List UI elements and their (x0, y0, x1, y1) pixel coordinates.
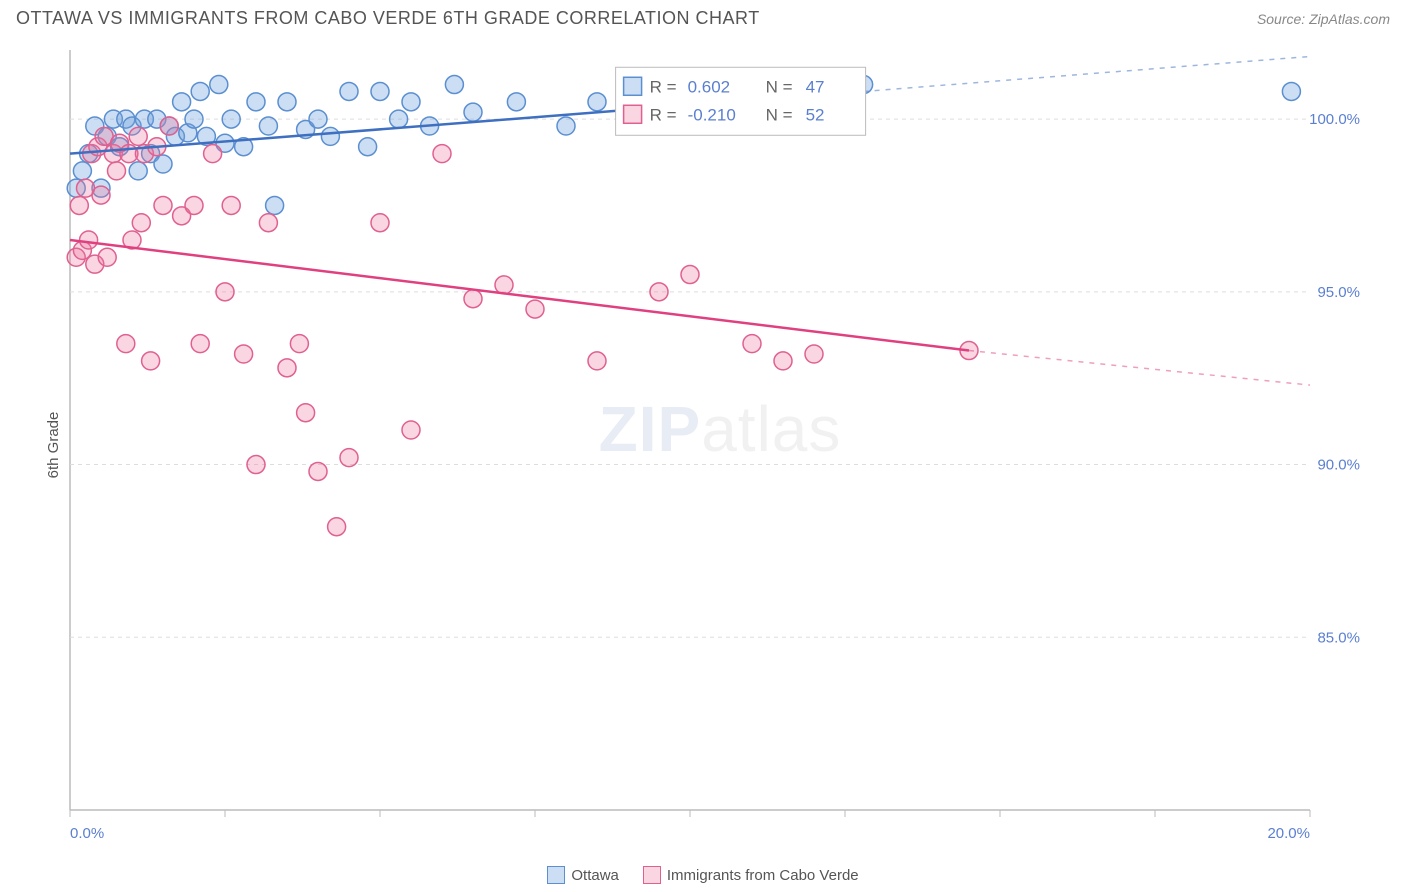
legend-label-ottawa: Ottawa (571, 867, 619, 884)
chart-title: OTTAWA VS IMMIGRANTS FROM CABO VERDE 6TH… (16, 8, 760, 29)
legend-item-cabo: Immigrants from Cabo Verde (643, 866, 859, 884)
scatter-chart: 85.0% 90.0% 95.0% 100.0% 0.0% 20.0% R = 0.602 N … (50, 40, 1390, 850)
svg-text:N =: N = (766, 77, 793, 96)
svg-text:95.0%: 95.0% (1317, 284, 1360, 301)
chart-source: Source: ZipAtlas.com (1257, 11, 1390, 27)
svg-text:0.0%: 0.0% (70, 825, 104, 842)
svg-text:N =: N = (766, 105, 793, 124)
legend-label-cabo: Immigrants from Cabo Verde (667, 867, 859, 884)
svg-text:47: 47 (806, 77, 825, 96)
svg-text:52: 52 (806, 105, 825, 124)
chart-container: 6th Grade 85.0%90.0%95.0%100.0%0.0%20.0%… (50, 40, 1390, 850)
svg-text:100.0%: 100.0% (1309, 111, 1360, 128)
y-axis-label: 6th Grade (45, 412, 62, 479)
legend-bottom: Ottawa Immigrants from Cabo Verde (0, 866, 1406, 884)
svg-text:85.0%: 85.0% (1317, 629, 1360, 646)
legend-swatch-cabo (643, 866, 661, 884)
legend-swatch-ottawa (547, 866, 565, 884)
legend-item-ottawa: Ottawa (547, 866, 619, 884)
svg-text:R =: R = (650, 105, 677, 124)
svg-text:90.0%: 90.0% (1317, 457, 1360, 474)
svg-text:0.602: 0.602 (688, 77, 731, 96)
chart-header: OTTAWA VS IMMIGRANTS FROM CABO VERDE 6TH… (0, 0, 1406, 33)
svg-text:20.0%: 20.0% (1267, 825, 1310, 842)
svg-text:-0.210: -0.210 (688, 105, 736, 124)
svg-text:R =: R = (650, 77, 677, 96)
